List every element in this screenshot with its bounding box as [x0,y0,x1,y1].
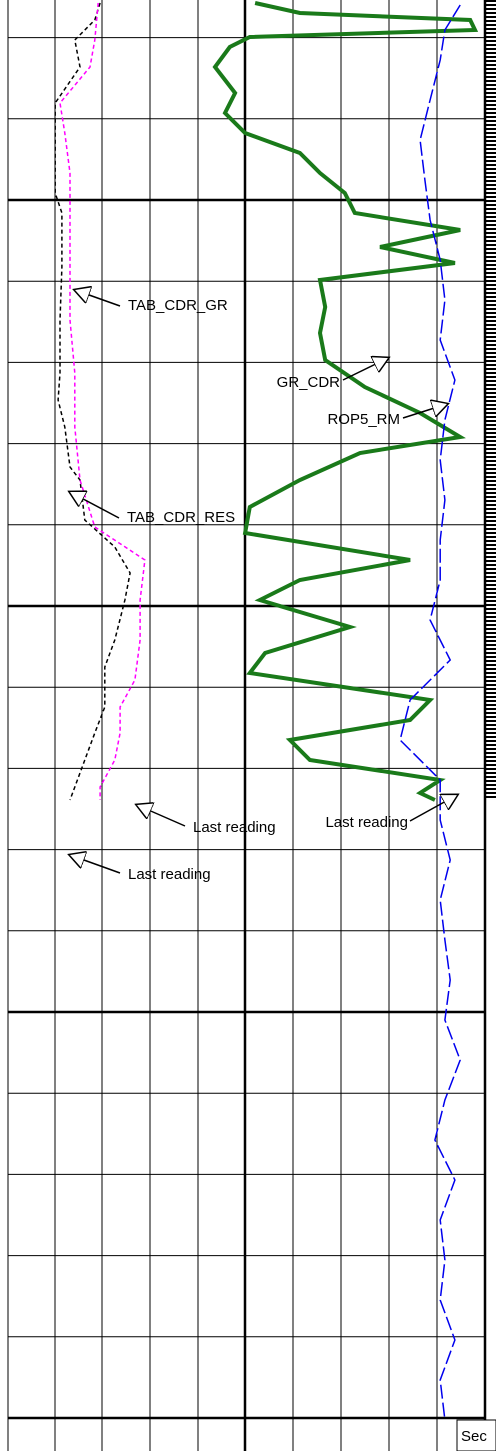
footer-box [456,1419,496,1451]
curve [54,2,131,801]
annotation-arrow [70,492,120,519]
annotation-arrow [402,404,447,419]
annotation: TAB_CDR_RES [127,509,235,526]
curve [59,2,146,800]
annotation: GR_CDR [277,374,341,391]
annotation-arrow [70,855,121,874]
curves [54,1,479,1421]
annotation-arrow [409,795,457,822]
annotation: Last reading [193,819,276,836]
footer-label: Sec [461,1428,487,1445]
annotation-arrow [137,805,186,827]
annotation-arrow [75,290,121,307]
depth-bar [486,0,496,800]
annotation: ROP5_RM [327,411,400,428]
curve [212,1,479,802]
curve [399,4,462,1421]
grid [7,0,487,1451]
annotation-arrow [342,358,388,381]
annotation: Last reading [325,814,408,831]
annotations: TAB_CDR_GR TAB_CDR_RES GR_CDR ROP5_RM Last r… [70,290,457,883]
annotation: TAB_CDR_GR [128,297,228,314]
annotation: Last reading [128,866,211,883]
